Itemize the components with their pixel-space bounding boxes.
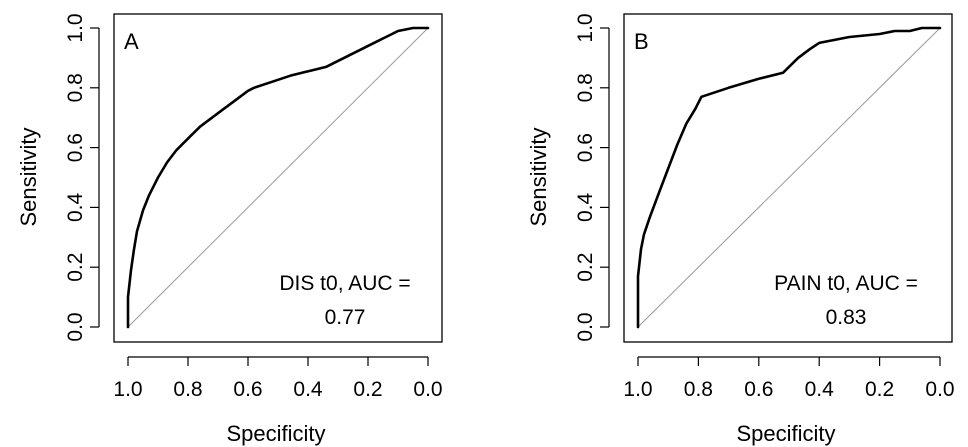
panel-a-y-tick-label: 0.2 <box>64 253 87 282</box>
panel-a-y-tick-label: 0.6 <box>64 133 87 162</box>
panel-b-y-tick-label: 0.8 <box>574 73 597 102</box>
panel-a-y-tick-label: 0.0 <box>64 312 87 341</box>
panel-a-x-tick-label: 0.8 <box>173 378 202 401</box>
panel-b-plot-frame <box>623 13 953 343</box>
panel-a-y-tick-label: 0.8 <box>64 73 87 102</box>
panel-b-y-tick-label: 1.0 <box>574 13 597 42</box>
panel-a-x-tick-label: 0.2 <box>353 378 382 401</box>
panel-a-y-tick-label: 1.0 <box>64 13 87 42</box>
panel-b-y-axis-label: Sensitivity <box>526 127 551 226</box>
panel-b-y-tick-label: 0.0 <box>574 312 597 341</box>
panel-b-y-tick-label: 0.2 <box>574 253 597 282</box>
panel-a-letter: A <box>124 29 139 54</box>
panel-b-x-tick-label: 0.2 <box>865 378 894 401</box>
panel-a-roc-curve <box>126 26 430 329</box>
panel-a-x-tick-label: 0.4 <box>293 378 323 401</box>
panel-a-auc-label: DIS t0, AUC = <box>279 272 410 295</box>
roc-panel-a: A DIS t0, AUC = 0.77 Specificity Sensiti… <box>16 13 443 446</box>
panel-a-x-tick-label: 0.0 <box>413 378 442 401</box>
panel-b-auc-value: 0.83 <box>826 306 867 329</box>
panel-a-auc-value: 0.77 <box>325 306 366 329</box>
panel-b-roc-curve <box>636 26 942 329</box>
panel-a-plot-frame <box>113 13 443 343</box>
panel-a-reference-diagonal <box>127 27 429 328</box>
panel-b-y-tick-label: 0.4 <box>574 192 597 222</box>
panel-a-x-axis-label: Specificity <box>226 421 325 446</box>
panel-b-reference-diagonal <box>637 27 941 328</box>
panel-a-x-tick-label: 0.6 <box>233 378 262 401</box>
panel-b-x-axis-label: Specificity <box>736 421 835 446</box>
panel-b-letter: B <box>634 29 649 54</box>
panel-b-y-tick-label: 0.6 <box>574 133 597 162</box>
roc-panel-b: B PAIN t0, AUC = 0.83 Specificity Sensit… <box>526 13 955 446</box>
panel-b-x-tick-label: 0.0 <box>925 378 954 401</box>
panel-a-y-axis-label: Sensitivity <box>16 127 41 226</box>
panel-a-x-tick-label: 1.0 <box>113 378 142 401</box>
panel-b-auc-label: PAIN t0, AUC = <box>774 272 918 295</box>
panel-b-x-tick-label: 0.6 <box>744 378 773 401</box>
panel-b-x-tick-label: 0.8 <box>684 378 713 401</box>
panel-b-x-tick-label: 1.0 <box>623 378 652 401</box>
panel-b-x-tick-label: 0.4 <box>805 378 835 401</box>
panel-a-y-tick-label: 0.4 <box>64 192 87 222</box>
